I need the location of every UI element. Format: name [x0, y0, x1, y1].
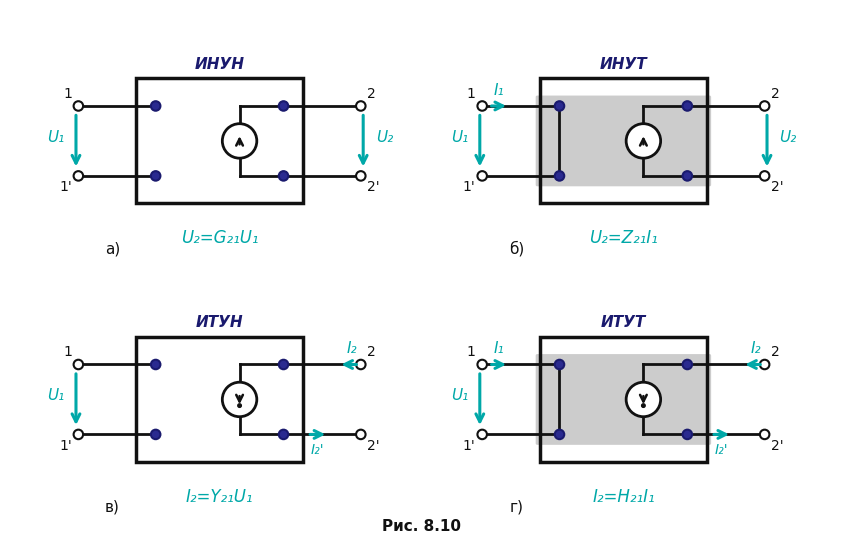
Text: 1': 1' [463, 439, 475, 453]
Text: ИТУТ: ИТУТ [601, 315, 646, 330]
Circle shape [356, 101, 366, 111]
Text: 2: 2 [368, 86, 376, 100]
Text: ИТУН: ИТУН [196, 315, 244, 330]
Bar [540, 337, 706, 462]
Text: U₂=G₂₁U₁: U₂=G₂₁U₁ [181, 229, 258, 248]
Text: I₂: I₂ [750, 341, 761, 356]
Circle shape [760, 430, 770, 439]
Circle shape [477, 171, 487, 180]
Text: U₁: U₁ [451, 388, 469, 403]
Circle shape [223, 124, 257, 158]
Text: I₁: I₁ [493, 83, 504, 98]
Text: 1: 1 [63, 86, 72, 100]
Text: 2: 2 [771, 345, 780, 359]
Circle shape [356, 360, 366, 369]
Circle shape [555, 360, 564, 369]
Text: ИНУН: ИНУН [195, 57, 244, 72]
Text: I₂': I₂' [311, 442, 325, 457]
Text: а): а) [105, 241, 121, 256]
Text: б): б) [509, 241, 524, 256]
Circle shape [626, 124, 661, 158]
Text: 1: 1 [467, 86, 475, 100]
Circle shape [626, 382, 661, 417]
Text: 1: 1 [467, 345, 475, 359]
Text: 2': 2' [771, 439, 784, 453]
Circle shape [683, 171, 692, 180]
Bar [540, 78, 706, 204]
Circle shape [477, 430, 487, 439]
Circle shape [151, 430, 160, 439]
Text: 1: 1 [63, 345, 72, 359]
Circle shape [73, 101, 83, 111]
Text: 2': 2' [368, 439, 380, 453]
Circle shape [760, 360, 770, 369]
Text: I₂': I₂' [715, 442, 728, 457]
Circle shape [73, 360, 83, 369]
Circle shape [683, 101, 692, 111]
Circle shape [356, 430, 366, 439]
Text: U₁: U₁ [451, 130, 469, 145]
Circle shape [279, 101, 288, 111]
Text: 2: 2 [368, 345, 376, 359]
Text: 1': 1' [463, 180, 475, 194]
Text: I₂=H₂₁I₁: I₂=H₂₁I₁ [592, 488, 655, 506]
Circle shape [642, 404, 645, 408]
Bar [137, 337, 303, 462]
FancyBboxPatch shape [535, 96, 711, 186]
Circle shape [151, 171, 160, 180]
Bar [137, 78, 303, 204]
Text: I₁: I₁ [493, 341, 504, 356]
Text: U₂: U₂ [780, 130, 797, 145]
Circle shape [279, 171, 288, 180]
Circle shape [73, 430, 83, 439]
Text: U₂: U₂ [376, 130, 393, 145]
FancyBboxPatch shape [535, 354, 711, 445]
Circle shape [760, 101, 770, 111]
Circle shape [151, 101, 160, 111]
Text: в): в) [105, 499, 120, 514]
Text: 1': 1' [59, 180, 72, 194]
Text: 1': 1' [59, 439, 72, 453]
Text: 2': 2' [771, 180, 784, 194]
Circle shape [683, 430, 692, 439]
Text: U₂=Z₂₁I₁: U₂=Z₂₁I₁ [589, 229, 658, 248]
Text: U₁: U₁ [47, 388, 65, 403]
Circle shape [555, 430, 564, 439]
Circle shape [477, 101, 487, 111]
Text: I₂: I₂ [346, 341, 357, 356]
Circle shape [555, 171, 564, 180]
Circle shape [223, 382, 257, 417]
Text: U₁: U₁ [47, 130, 65, 145]
Circle shape [477, 360, 487, 369]
Circle shape [151, 360, 160, 369]
Text: 2': 2' [368, 180, 380, 194]
Circle shape [279, 360, 288, 369]
Circle shape [238, 404, 241, 408]
Text: ИНУТ: ИНУТ [599, 57, 647, 72]
Text: I₂=Y₂₁U₁: I₂=Y₂₁U₁ [185, 488, 254, 506]
Circle shape [279, 430, 288, 439]
Text: Рис. 8.10: Рис. 8.10 [382, 519, 461, 534]
Circle shape [683, 360, 692, 369]
Circle shape [356, 171, 366, 180]
Circle shape [760, 171, 770, 180]
Text: 2: 2 [771, 86, 780, 100]
Text: г): г) [509, 499, 524, 514]
Circle shape [73, 171, 83, 180]
Circle shape [555, 101, 564, 111]
